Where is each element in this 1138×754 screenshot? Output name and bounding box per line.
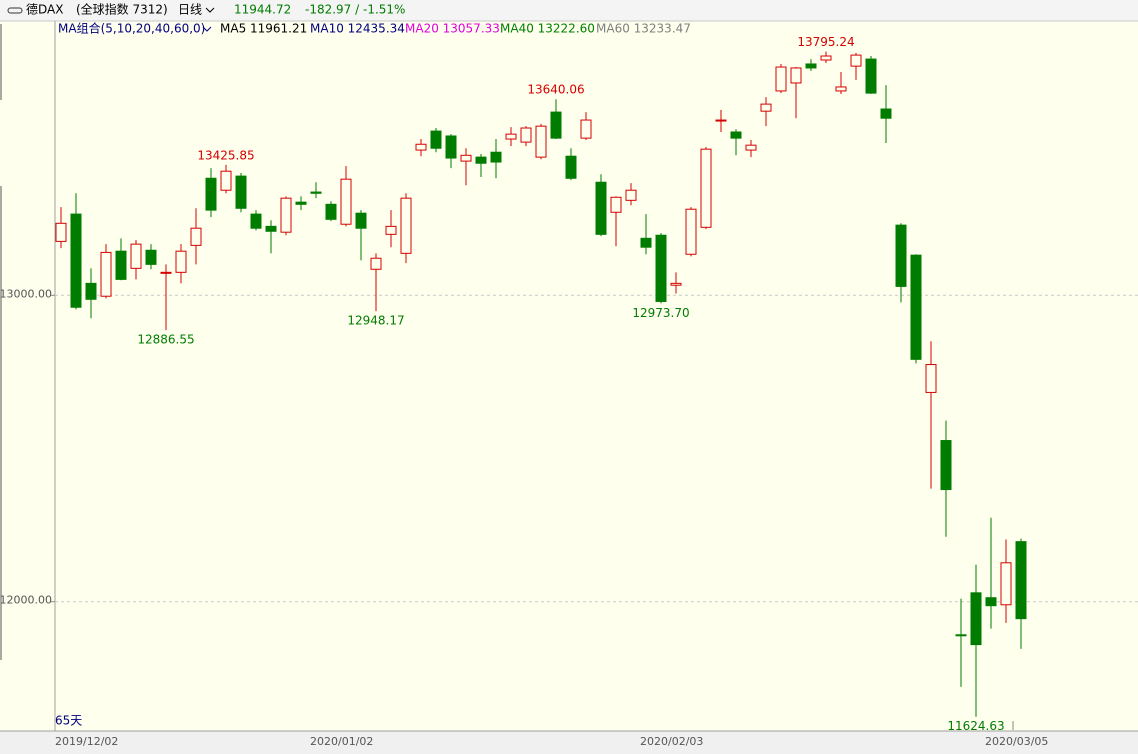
link-icon [7,7,23,14]
extreme-label: 13425.85 [197,148,254,162]
period-chevron[interactable] [205,7,215,13]
candle-body [55,222,67,242]
change: -182.97 / -1.51% [305,3,405,17]
candle-body [235,175,247,209]
candle-body [835,86,847,92]
candle-body [700,148,712,228]
extreme-label: 12948.17 [347,314,404,328]
candle-body [460,154,472,162]
candle-body [160,271,172,274]
candle-body [325,203,337,220]
candle-body [535,125,547,158]
candle-body [355,212,367,229]
candle-body [820,55,832,61]
candle-body [415,143,427,151]
candle-body [865,58,877,94]
candle-body [265,225,277,232]
candle-body [760,103,772,112]
candle-body [670,282,682,286]
market: (全球指数 7312) [76,2,168,17]
candle-body [805,63,817,69]
symbol: 德DAX [26,2,63,17]
candle-body [925,364,937,393]
candle-body [775,66,787,92]
candle-body [385,225,397,235]
candle-body [220,170,232,191]
candle-body [310,191,322,194]
candle-body [910,254,922,360]
candle-body [145,249,157,265]
candle-body [625,189,637,201]
candle-body [730,131,742,139]
candle-body [400,197,412,254]
candle-body [205,177,217,211]
ma-chevron[interactable] [202,26,212,32]
y-tick-label: 12000.00 [0,594,52,607]
period[interactable]: 日线 [178,3,202,17]
candle-body [430,130,442,149]
ma5: MA5 11961.21 [220,22,307,36]
candle-body [115,250,127,280]
extreme-label: 13640.06 [527,83,584,97]
candle-body [85,282,97,300]
candle-body [640,237,652,248]
ma20: MA20 13057.33 [405,22,500,36]
extreme-label: 12973.70 [632,306,689,320]
candle-body [250,213,262,229]
price: 11944.72 [234,3,291,17]
candle-body [175,250,187,273]
candle-body [100,251,112,297]
candle-body [190,227,202,246]
candle-body [790,67,802,84]
candle-body [715,119,727,122]
candle-body [565,155,577,179]
candle-body [520,127,532,143]
candle-body [595,181,607,235]
extreme-label: 12886.55 [137,333,194,347]
candle-body [280,197,292,233]
candle-body [130,243,142,269]
candle-body [70,213,82,308]
candle-body [610,196,622,213]
y-tick-label: 13000.00 [0,287,52,300]
header-bar [0,0,1138,21]
candle-body [895,224,907,287]
x-tick-label: 2020/01/02 [310,735,373,748]
candle-body [295,201,307,205]
candle-body [580,119,592,139]
x-tick-label: 2020/03/05 [985,735,1048,748]
x-tick-label: 2020/02/03 [640,735,703,748]
candle-body [685,208,697,255]
candle-body [745,144,757,151]
candle-body [1015,541,1027,620]
candle-body [850,54,862,67]
x-tick-label: 2019/12/02 [55,735,118,748]
candle-body [445,135,457,159]
candle-body [370,257,382,270]
extreme-label: 13795.24 [797,35,854,49]
candle-body [970,592,982,646]
ma60: MA60 13233.47 [596,22,691,36]
candle-body [475,156,487,164]
candle-body [505,133,517,140]
candle-body [880,108,892,119]
x-axis-bar [0,731,1138,754]
extreme-label: 11624.63 [947,719,1004,733]
ma40: MA40 13222.60 [500,22,595,36]
candle-body [340,178,352,225]
candle-body [985,597,997,607]
candle-body [940,440,952,491]
candle-body [1000,562,1012,606]
ma-group[interactable]: MA组合(5,10,20,40,60,0) [58,21,205,36]
candle-body [490,151,502,163]
ma10: MA10 12435.34 [310,22,405,36]
days: 65天 [55,714,82,728]
candle-body [550,111,562,139]
candle-body [655,234,667,302]
candle-body [955,634,967,637]
